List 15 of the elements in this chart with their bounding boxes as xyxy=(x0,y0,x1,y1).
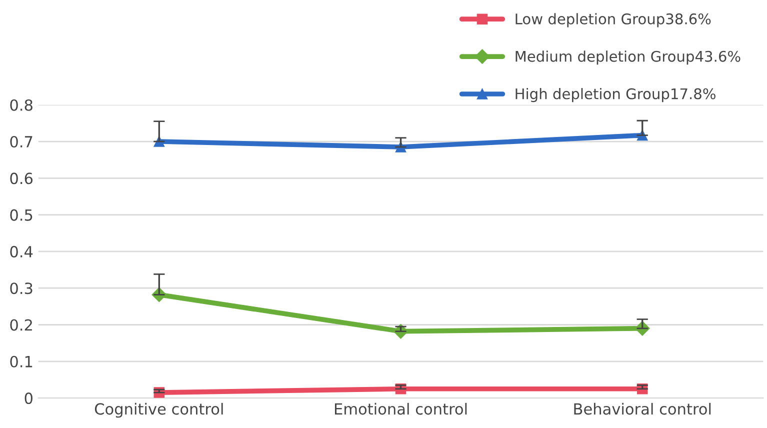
x-tick-label: Behavioral control xyxy=(574,402,711,415)
y-tick-label: 0.6 xyxy=(10,172,33,184)
y-tick-label: 0.5 xyxy=(10,209,32,221)
y-tick-label: 0 xyxy=(24,392,32,404)
y-tick-label: 0.3 xyxy=(10,282,32,294)
y-tick-label: 0.2 xyxy=(10,319,32,331)
y-tick-label: 0.4 xyxy=(10,246,33,258)
y-tick-label: 0.7 xyxy=(10,136,32,148)
y-tick-label: 0.1 xyxy=(10,356,32,368)
y-tick-label: 0.8 xyxy=(10,99,32,111)
x-tick-label: Cognitive control xyxy=(94,402,223,418)
x-tick-label: Emotional control xyxy=(334,402,467,415)
legend-label: High depletion Group17.8% xyxy=(516,88,716,102)
legend-label: Medium depletion Group43.6% xyxy=(516,50,740,65)
legend-label: Low depletion Group38.6% xyxy=(516,13,711,28)
